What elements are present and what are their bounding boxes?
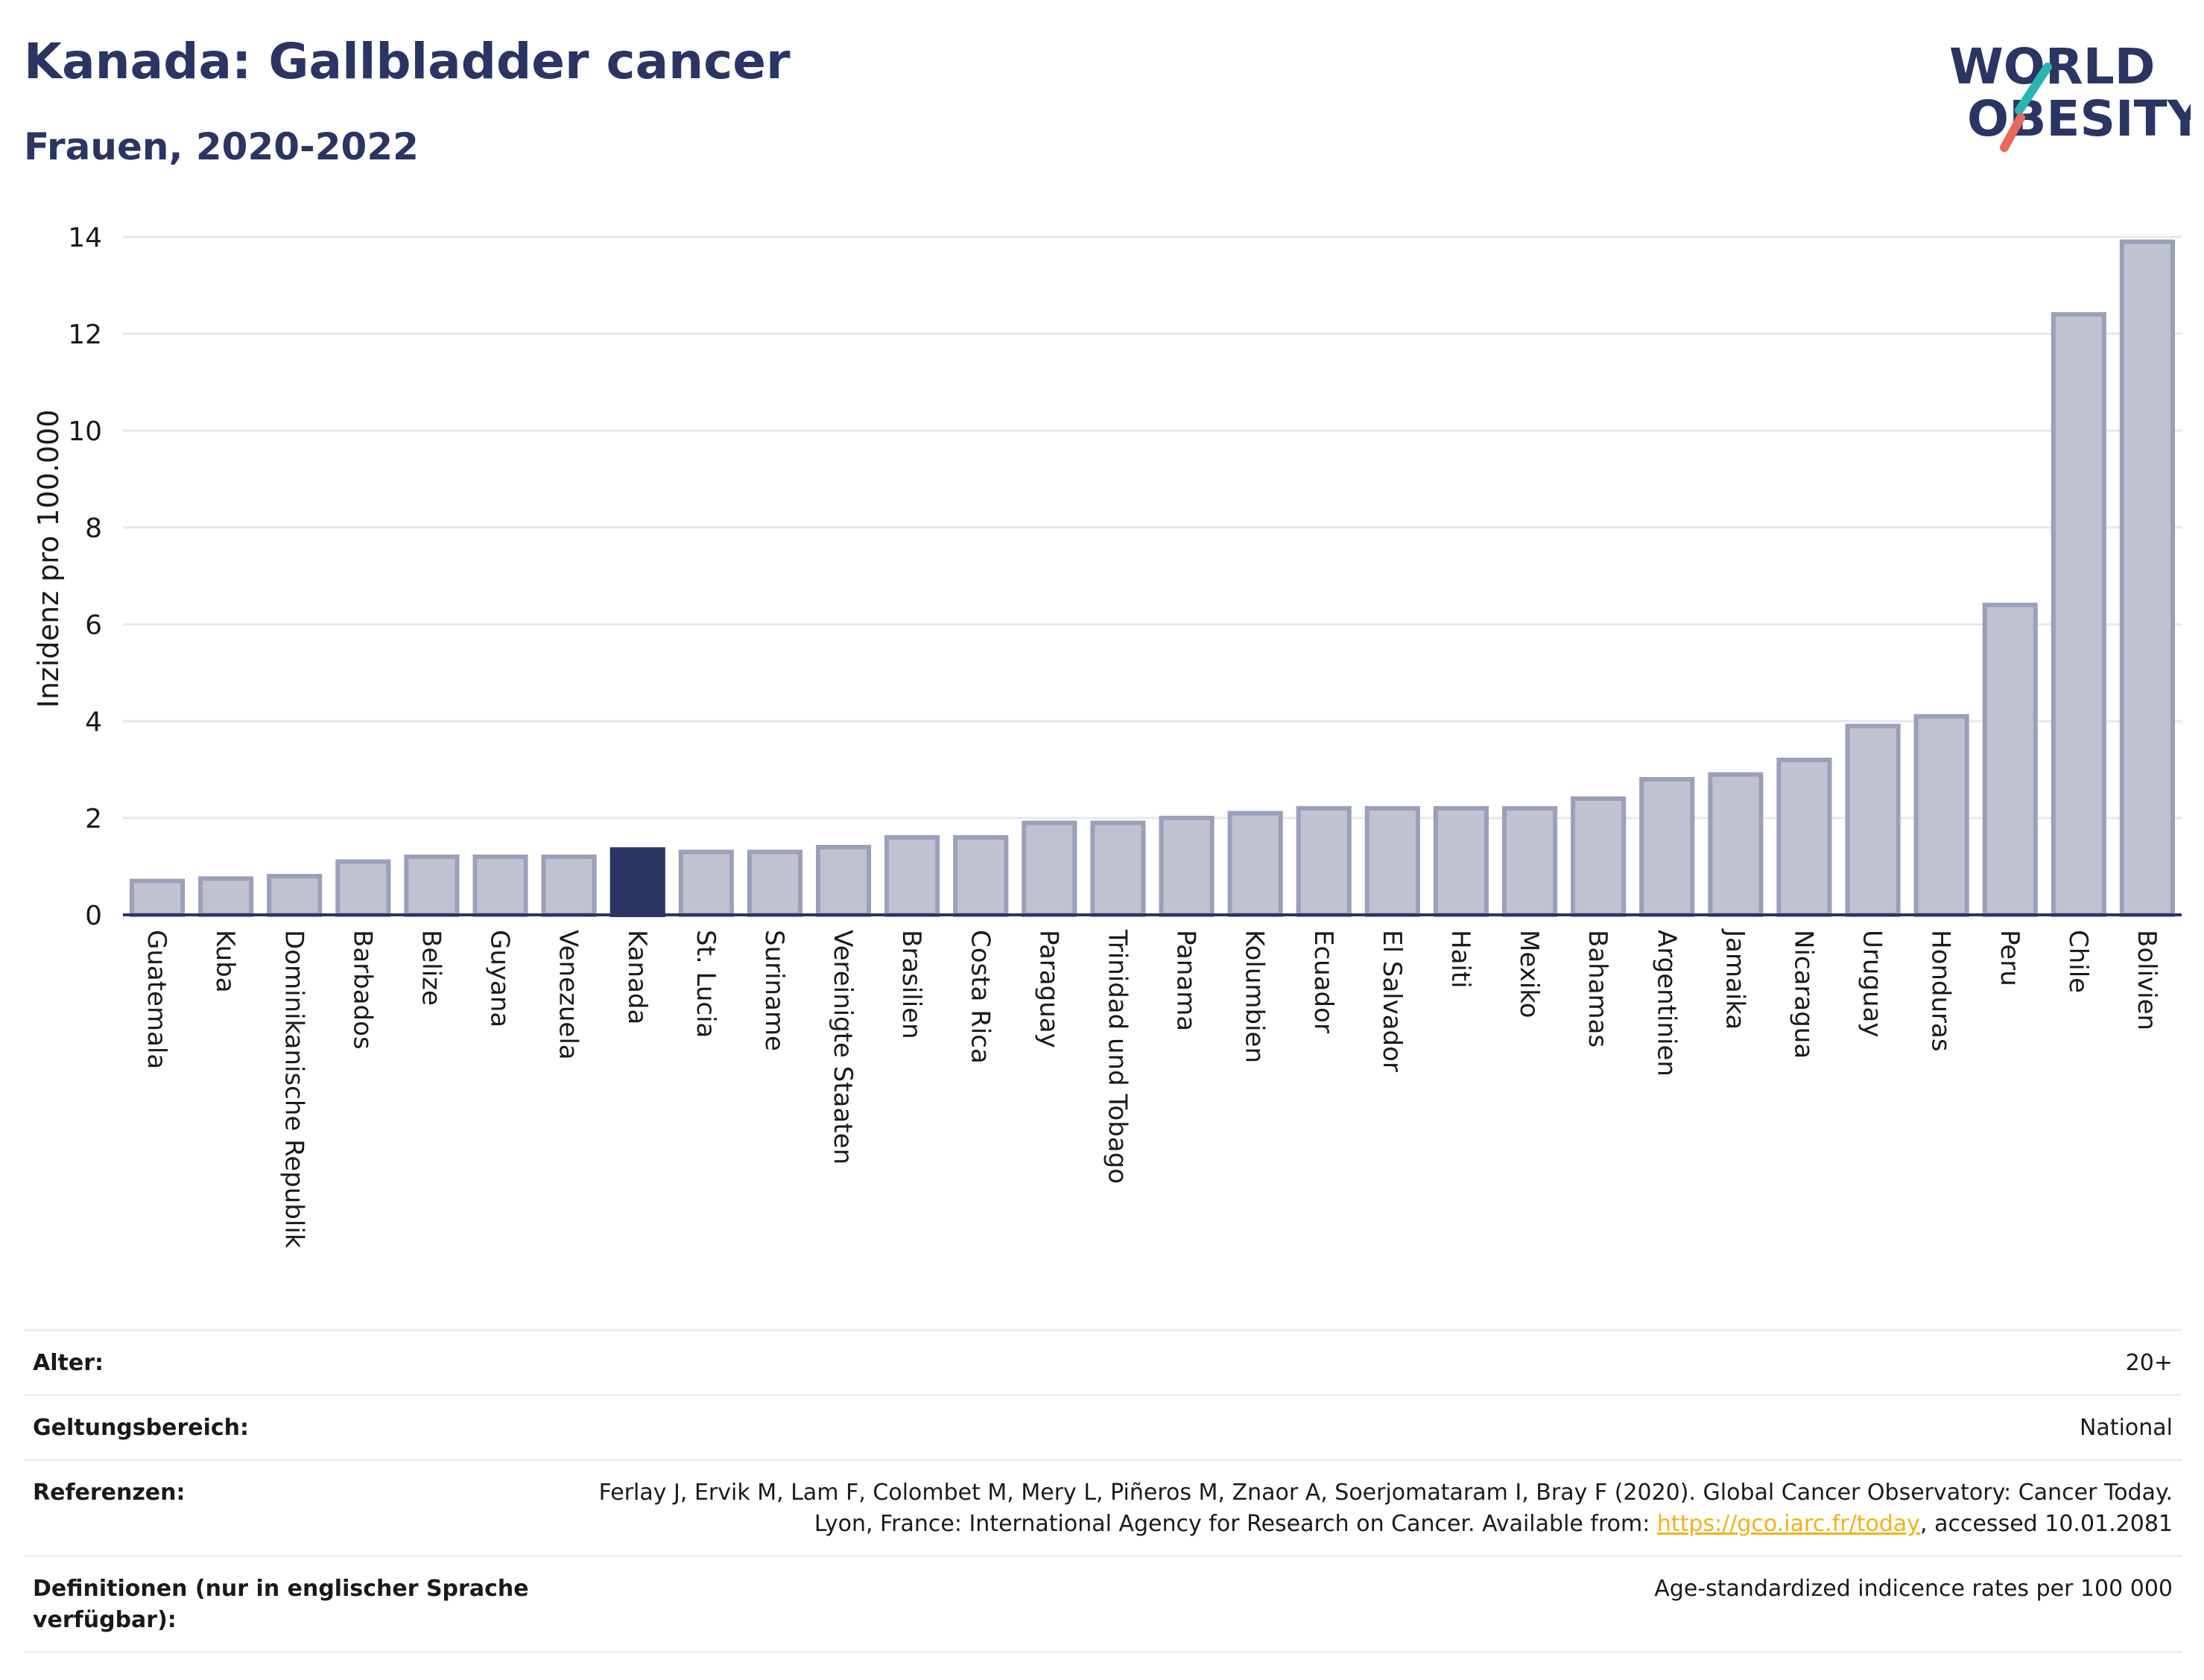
x-tick-label: El Salvador xyxy=(1377,930,1407,1072)
info-table: Alter: 20+ Geltungsbereich: National Ref… xyxy=(24,1329,2182,1653)
bar xyxy=(953,835,1009,917)
info-row-scope: Geltungsbereich: National xyxy=(24,1394,2182,1459)
x-tick-label: Vereinigte Staaten xyxy=(828,930,858,1164)
x-tick-label: Panama xyxy=(1171,930,1201,1031)
x-tick-label: Paraguay xyxy=(1033,930,1063,1048)
svg-text:OBESITY: OBESITY xyxy=(1967,90,2191,148)
y-tick-label: 8 xyxy=(85,513,102,544)
x-tick-label: Chile xyxy=(2063,930,2093,993)
bar xyxy=(1501,806,1558,917)
x-tick-label: Belize xyxy=(416,930,446,1006)
y-axis-label: Inzidenz pro 100.000 xyxy=(32,410,65,709)
bar xyxy=(1296,806,1352,917)
bar xyxy=(267,874,323,917)
info-label: Definitionen (nur in englischer Sprache … xyxy=(33,1576,529,1633)
bar xyxy=(747,849,803,917)
x-tick-label: St. Lucia xyxy=(691,930,721,1038)
x-tick-label: Brasilien xyxy=(896,930,926,1039)
info-label: Geltungsbereich: xyxy=(33,1415,250,1441)
y-tick-label: 14 xyxy=(68,223,102,253)
x-tick-label: Guatemala xyxy=(142,930,171,1069)
bar xyxy=(1159,816,1215,917)
y-tick-label: 0 xyxy=(85,901,102,931)
bar xyxy=(1982,603,2038,917)
bar-chart: 0 2 4 6 8 10 12 14 Guatemala Kuba Dominikanische R… xyxy=(32,223,2182,1249)
info-label: Alter: xyxy=(33,1350,104,1376)
x-tick-label: Venezuela xyxy=(554,930,583,1060)
y-tick-label: 2 xyxy=(85,804,102,834)
x-tick-label: Suriname xyxy=(759,930,789,1051)
x-tick-label: Honduras xyxy=(1926,930,1956,1052)
reference-link[interactable]: https://gco.iarc.fr/today xyxy=(1656,1511,1921,1537)
x-tick-label: Haiti xyxy=(1445,930,1475,989)
bar xyxy=(884,835,940,917)
svg-text:WORLD: WORLD xyxy=(1949,38,2156,95)
x-tick-label: Ecuador xyxy=(1308,930,1338,1033)
bar xyxy=(472,855,528,917)
axes: 0 2 4 6 8 10 12 14 Guatemala Kuba Dominikanische R… xyxy=(68,223,2182,1249)
page-title: Kanada: Gallbladder cancer xyxy=(24,33,791,90)
info-value: Ferlay J, Ervik M, Lam F, Colombet M, Me… xyxy=(586,1477,2173,1540)
y-tick-label: 6 xyxy=(85,610,102,641)
bars xyxy=(129,239,2176,917)
x-tick-label: Kanada xyxy=(622,930,652,1024)
info-value: National xyxy=(2079,1415,2173,1441)
x-tick-label: Bolivien xyxy=(2132,930,2162,1030)
x-tick-label: Kolumbien xyxy=(1240,930,1270,1063)
x-tick-label: Peru xyxy=(1995,930,2024,986)
x-tick-label: Nicaragua xyxy=(1788,930,1818,1059)
bar xyxy=(1913,714,1969,917)
bar xyxy=(2119,239,2176,917)
info-value: Age-standardized indicence rates per 100… xyxy=(1654,1576,2173,1602)
reference-text: Ferlay J, Ervik M, Lam F, Colombet M, Me… xyxy=(598,1480,2173,1537)
bar xyxy=(129,878,186,917)
info-value: 20+ xyxy=(2125,1350,2173,1376)
info-row-references: Referenzen: Ferlay J, Ervik M, Lam F, Co… xyxy=(24,1459,2182,1555)
info-label: Referenzen: xyxy=(33,1480,186,1506)
world-obesity-logo: WORLD OBESITY xyxy=(1949,38,2191,152)
info-row-age: Alter: 20+ xyxy=(24,1329,2182,1394)
y-tick-label: 4 xyxy=(85,707,102,738)
bar xyxy=(1845,723,1901,917)
bar xyxy=(404,855,460,917)
x-tick-label: Costa Rica xyxy=(965,930,995,1064)
bar xyxy=(678,849,734,917)
bar xyxy=(198,876,254,917)
y-tick-label: 12 xyxy=(68,320,102,350)
bar xyxy=(1364,806,1420,917)
bar xyxy=(2051,312,2106,917)
reference-accessed: , accessed 10.01.2081 xyxy=(1920,1511,2173,1537)
bar xyxy=(815,845,872,917)
x-tick-label: Barbados xyxy=(347,930,377,1050)
bar-highlight xyxy=(609,847,665,917)
page-subtitle: Frauen, 2020-2022 xyxy=(24,125,419,168)
x-tick-label: Kuba xyxy=(210,930,240,993)
bar xyxy=(1227,811,1283,917)
x-tick-label: Argentinien xyxy=(1651,930,1681,1077)
x-tick-label: Bahamas xyxy=(1583,930,1612,1047)
info-row-definitions: Definitionen (nur in englischer Sprache … xyxy=(24,1555,2182,1653)
bar xyxy=(1433,806,1489,917)
y-tick-label: 10 xyxy=(68,416,102,447)
x-tick-label: Dominikanische Republik xyxy=(279,930,308,1249)
x-tick-label: Uruguay xyxy=(1858,930,1887,1038)
bar xyxy=(1090,820,1146,917)
x-tick-label: Guyana xyxy=(485,930,515,1027)
bar xyxy=(1708,772,1764,917)
x-tick-label: Jamaika xyxy=(1720,928,1749,1030)
bar xyxy=(335,859,391,917)
x-tick-label: Trinidad und Tobago xyxy=(1102,929,1132,1184)
bar xyxy=(1639,777,1695,917)
bar xyxy=(1022,820,1077,917)
bar xyxy=(1776,758,1832,917)
bar xyxy=(541,855,597,917)
bar xyxy=(1571,796,1627,917)
x-tick-label: Mexiko xyxy=(1514,930,1544,1018)
